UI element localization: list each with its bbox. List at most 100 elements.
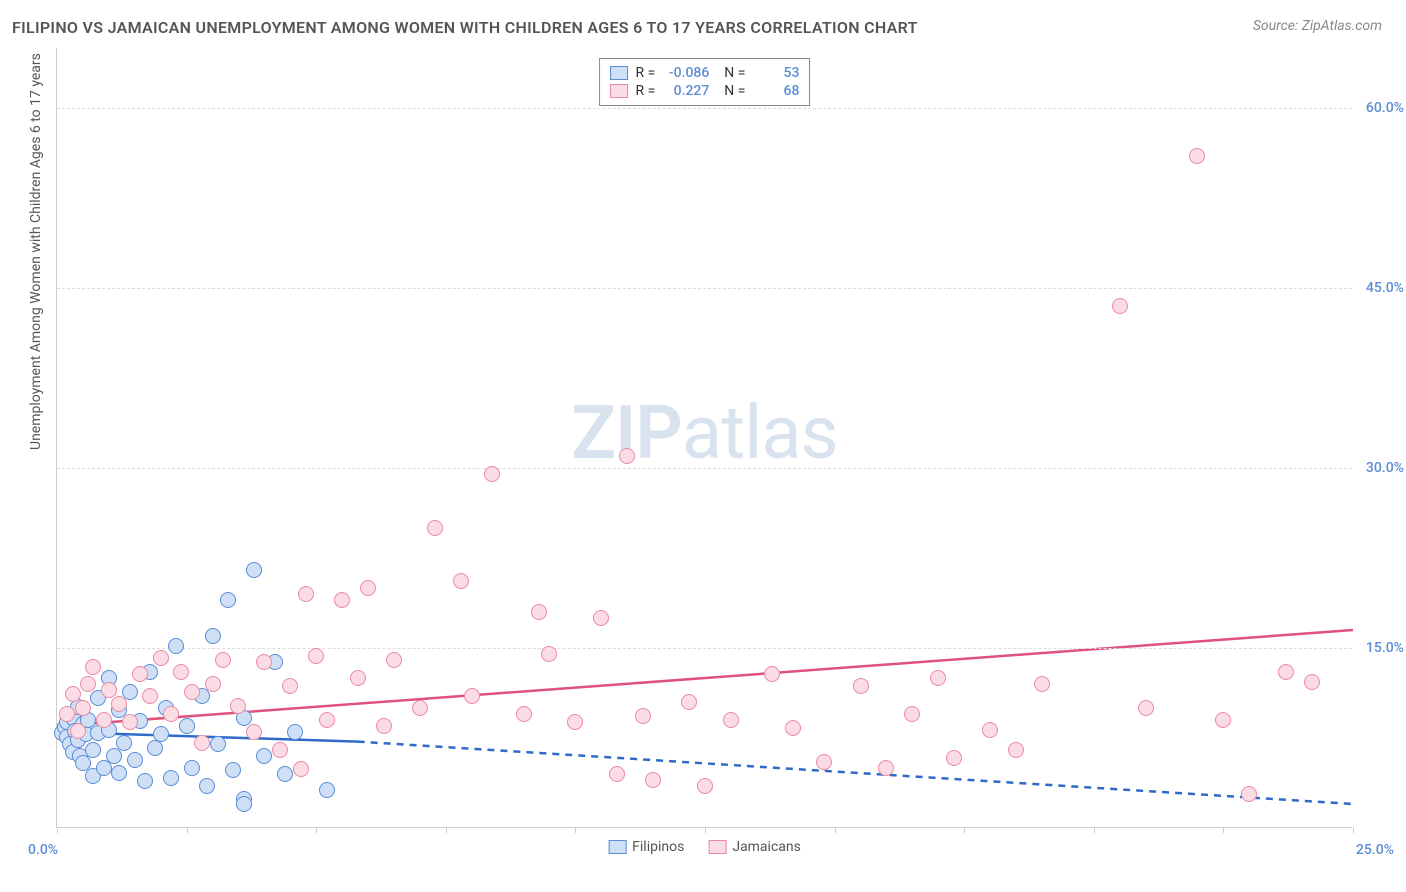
ytick-label: 60.0% [1366, 100, 1404, 116]
data-point [541, 646, 557, 662]
data-point [427, 520, 443, 536]
data-point [132, 666, 148, 682]
data-point [386, 652, 402, 668]
data-point [645, 772, 661, 788]
data-point [127, 752, 143, 768]
data-point [210, 736, 226, 752]
data-point [334, 592, 350, 608]
data-point [184, 760, 200, 776]
data-point [319, 782, 335, 798]
swatch-icon [610, 84, 628, 98]
data-point [246, 562, 262, 578]
data-point [350, 670, 366, 686]
xtick [1223, 827, 1224, 833]
data-point [205, 676, 221, 692]
data-point [163, 770, 179, 786]
data-point [173, 664, 189, 680]
data-point [930, 670, 946, 686]
n-value: 53 [751, 65, 799, 81]
data-point [179, 718, 195, 734]
data-point [96, 712, 112, 728]
data-point [230, 698, 246, 714]
r-value: -0.086 [661, 65, 709, 81]
gridline [57, 288, 1352, 289]
data-point [246, 724, 262, 740]
trend-lines [57, 48, 1352, 827]
data-point [453, 573, 469, 589]
data-point [80, 676, 96, 692]
source-label: Source: ZipAtlas.com [1253, 18, 1382, 34]
data-point [1278, 664, 1294, 680]
data-point [1215, 712, 1231, 728]
trend-line [57, 630, 1353, 726]
trend-line [358, 742, 1353, 804]
r-value: 0.227 [661, 83, 709, 99]
data-point [319, 712, 335, 728]
data-point [122, 714, 138, 730]
plot-area: ZIPatlas R = -0.086 N = 53 R = 0.227 N =… [56, 48, 1352, 828]
data-point [277, 766, 293, 782]
data-point [785, 720, 801, 736]
data-point [764, 666, 780, 682]
data-point [215, 652, 231, 668]
data-point [697, 778, 713, 794]
gridline [57, 468, 1352, 469]
xtick [316, 827, 317, 833]
data-point [256, 748, 272, 764]
data-point [220, 592, 236, 608]
data-point [1138, 700, 1154, 716]
xmax-label: 25.0% [1356, 842, 1394, 858]
stats-legend-row: R = -0.086 N = 53 [610, 65, 800, 81]
data-point [853, 678, 869, 694]
swatch-icon [608, 840, 626, 854]
data-point [142, 688, 158, 704]
data-point [282, 678, 298, 694]
data-point [635, 708, 651, 724]
data-point [946, 750, 962, 766]
data-point [153, 650, 169, 666]
data-point [70, 723, 86, 739]
data-point [1304, 674, 1320, 690]
data-point [412, 700, 428, 716]
data-point [609, 766, 625, 782]
data-point [681, 694, 697, 710]
xtick [1094, 827, 1095, 833]
data-point [106, 748, 122, 764]
legend-label: Jamaicans [732, 839, 801, 855]
data-point [205, 628, 221, 644]
xtick [1353, 827, 1354, 833]
data-point [464, 688, 480, 704]
data-point [236, 796, 252, 812]
stat-label: R = [636, 83, 656, 99]
legend-item: Jamaicans [708, 839, 801, 855]
data-point [567, 714, 583, 730]
data-point [904, 706, 920, 722]
data-point [163, 706, 179, 722]
data-point [1008, 742, 1024, 758]
stat-label: N = [717, 83, 745, 99]
data-point [75, 700, 91, 716]
xtick [835, 827, 836, 833]
data-point [723, 712, 739, 728]
stats-legend: R = -0.086 N = 53 R = 0.227 N = 68 [599, 58, 811, 106]
series-legend: Filipinos Jamaicans [608, 839, 801, 855]
gridline [57, 108, 1352, 109]
legend-label: Filipinos [632, 839, 684, 855]
ytick-label: 45.0% [1366, 280, 1404, 296]
data-point [376, 718, 392, 734]
data-point [137, 773, 153, 789]
xtick [575, 827, 576, 833]
data-point [65, 686, 81, 702]
swatch-icon [708, 840, 726, 854]
stat-label: R = [636, 65, 656, 81]
data-point [85, 659, 101, 675]
n-value: 68 [751, 83, 799, 99]
xtick [705, 827, 706, 833]
data-point [878, 760, 894, 776]
data-point [982, 722, 998, 738]
data-point [593, 610, 609, 626]
data-point [101, 682, 117, 698]
data-point [298, 586, 314, 602]
data-point [360, 580, 376, 596]
data-point [194, 735, 210, 751]
